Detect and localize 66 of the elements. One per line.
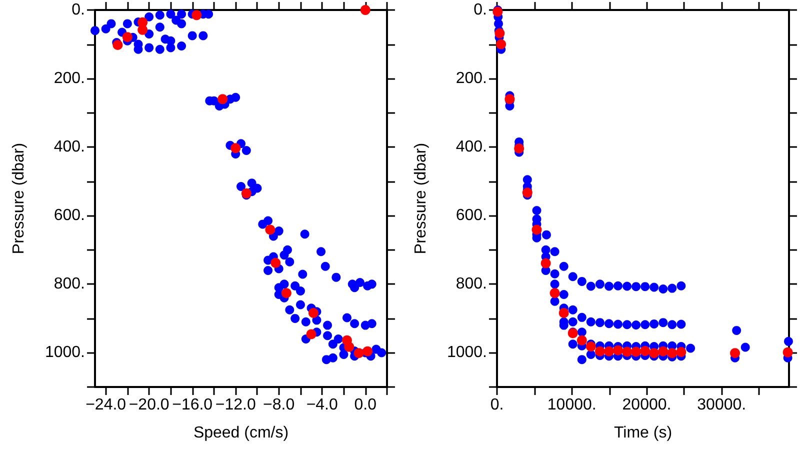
point	[730, 348, 740, 358]
point	[667, 348, 678, 358]
point	[218, 94, 228, 104]
y-tick-label: 600.	[456, 207, 487, 224]
point	[594, 346, 605, 356]
point	[522, 188, 532, 198]
y-tick-label: 200.	[54, 70, 85, 88]
x-tick-label: −20.0	[128, 396, 170, 414]
point	[354, 348, 364, 358]
point	[558, 308, 569, 318]
y-tick-label: 0.	[474, 2, 487, 18]
y-axis-title: Pressure (dbar)	[10, 142, 28, 254]
y-tick-label: 200.	[456, 70, 487, 88]
point	[586, 342, 596, 352]
point	[192, 10, 202, 20]
point	[532, 224, 542, 235]
y-tick-label: 800.	[54, 276, 85, 293]
x-axis-title: Time (s)	[614, 424, 672, 442]
x-tick-label: −4.0	[306, 396, 338, 414]
point	[613, 345, 623, 356]
point	[576, 335, 587, 346]
point	[492, 6, 503, 17]
point	[782, 347, 793, 358]
point	[281, 288, 292, 298]
point	[138, 24, 148, 35]
point	[550, 288, 560, 298]
point	[265, 224, 276, 235]
y-tick-label: 400.	[456, 138, 487, 156]
point	[306, 329, 316, 340]
y-tick-label: 1000.	[446, 344, 487, 362]
point	[496, 39, 506, 50]
x-tick-label: 20000.	[622, 396, 672, 414]
point	[362, 346, 373, 356]
x-tick-label: −24.0	[86, 396, 126, 414]
point	[649, 348, 660, 358]
point	[604, 346, 614, 356]
x-tick-label: −12.0	[215, 396, 256, 414]
point	[122, 32, 132, 42]
x-tick-label: 0.	[490, 396, 504, 414]
point	[344, 342, 354, 352]
y-tick-label: 0.	[72, 2, 85, 18]
point	[540, 258, 551, 268]
y-tick-label: 600.	[54, 207, 85, 224]
x-tick-label: 30000.	[697, 396, 746, 414]
point	[658, 346, 668, 356]
point	[230, 143, 241, 154]
point	[631, 346, 642, 357]
point	[360, 5, 370, 15]
x-axis-title: Speed (cm/s)	[193, 424, 289, 442]
point	[676, 347, 686, 358]
point	[514, 143, 524, 154]
point	[308, 308, 318, 318]
x-tick-label: −8.0	[263, 396, 295, 414]
point	[622, 346, 632, 357]
x-tick-label: 10000.	[547, 396, 596, 414]
point	[241, 188, 252, 198]
point	[640, 346, 650, 356]
point	[112, 40, 123, 50]
point	[270, 258, 281, 268]
point	[494, 28, 505, 38]
y-tick-label: 800.	[456, 276, 487, 293]
y-tick-label: 1000.	[44, 344, 85, 362]
x-tick-label: 0.0	[354, 396, 377, 414]
x-tick-label: −16.0	[172, 396, 213, 414]
y-tick-label: 400.	[54, 138, 85, 156]
y-axis-title: Pressure (dbar)	[412, 142, 430, 254]
